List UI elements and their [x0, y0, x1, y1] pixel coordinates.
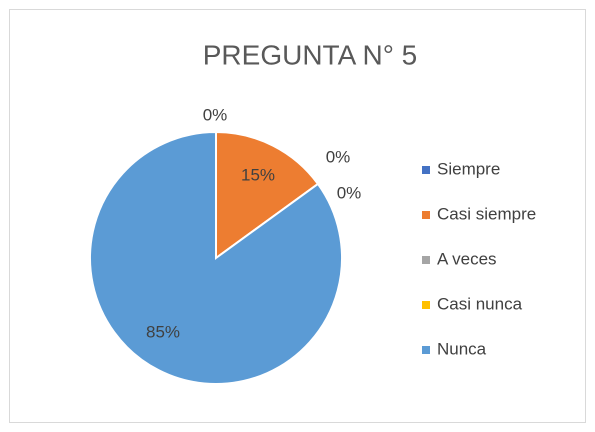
chart-title: PREGUNTA N° 5: [203, 39, 418, 70]
legend-label: Casi nunca: [437, 294, 523, 313]
pie-slice: [89, 130, 343, 385]
data-label: 85%: [146, 322, 180, 341]
legend-label: Casi siempre: [437, 204, 536, 223]
data-label: 0%: [326, 147, 351, 166]
data-label: 15%: [241, 165, 275, 184]
data-label: 0%: [337, 183, 362, 202]
legend-label: Nunca: [437, 339, 487, 358]
legend-swatch: [422, 301, 430, 309]
pie-slice: [215, 130, 320, 260]
legend-label: Siempre: [437, 159, 500, 178]
legend-swatch: [422, 256, 430, 264]
legend-label: A veces: [437, 249, 497, 268]
data-label: 0%: [203, 105, 228, 124]
legend-swatch: [422, 346, 430, 354]
legend-swatch: [422, 166, 430, 174]
legend-swatch: [422, 211, 430, 219]
